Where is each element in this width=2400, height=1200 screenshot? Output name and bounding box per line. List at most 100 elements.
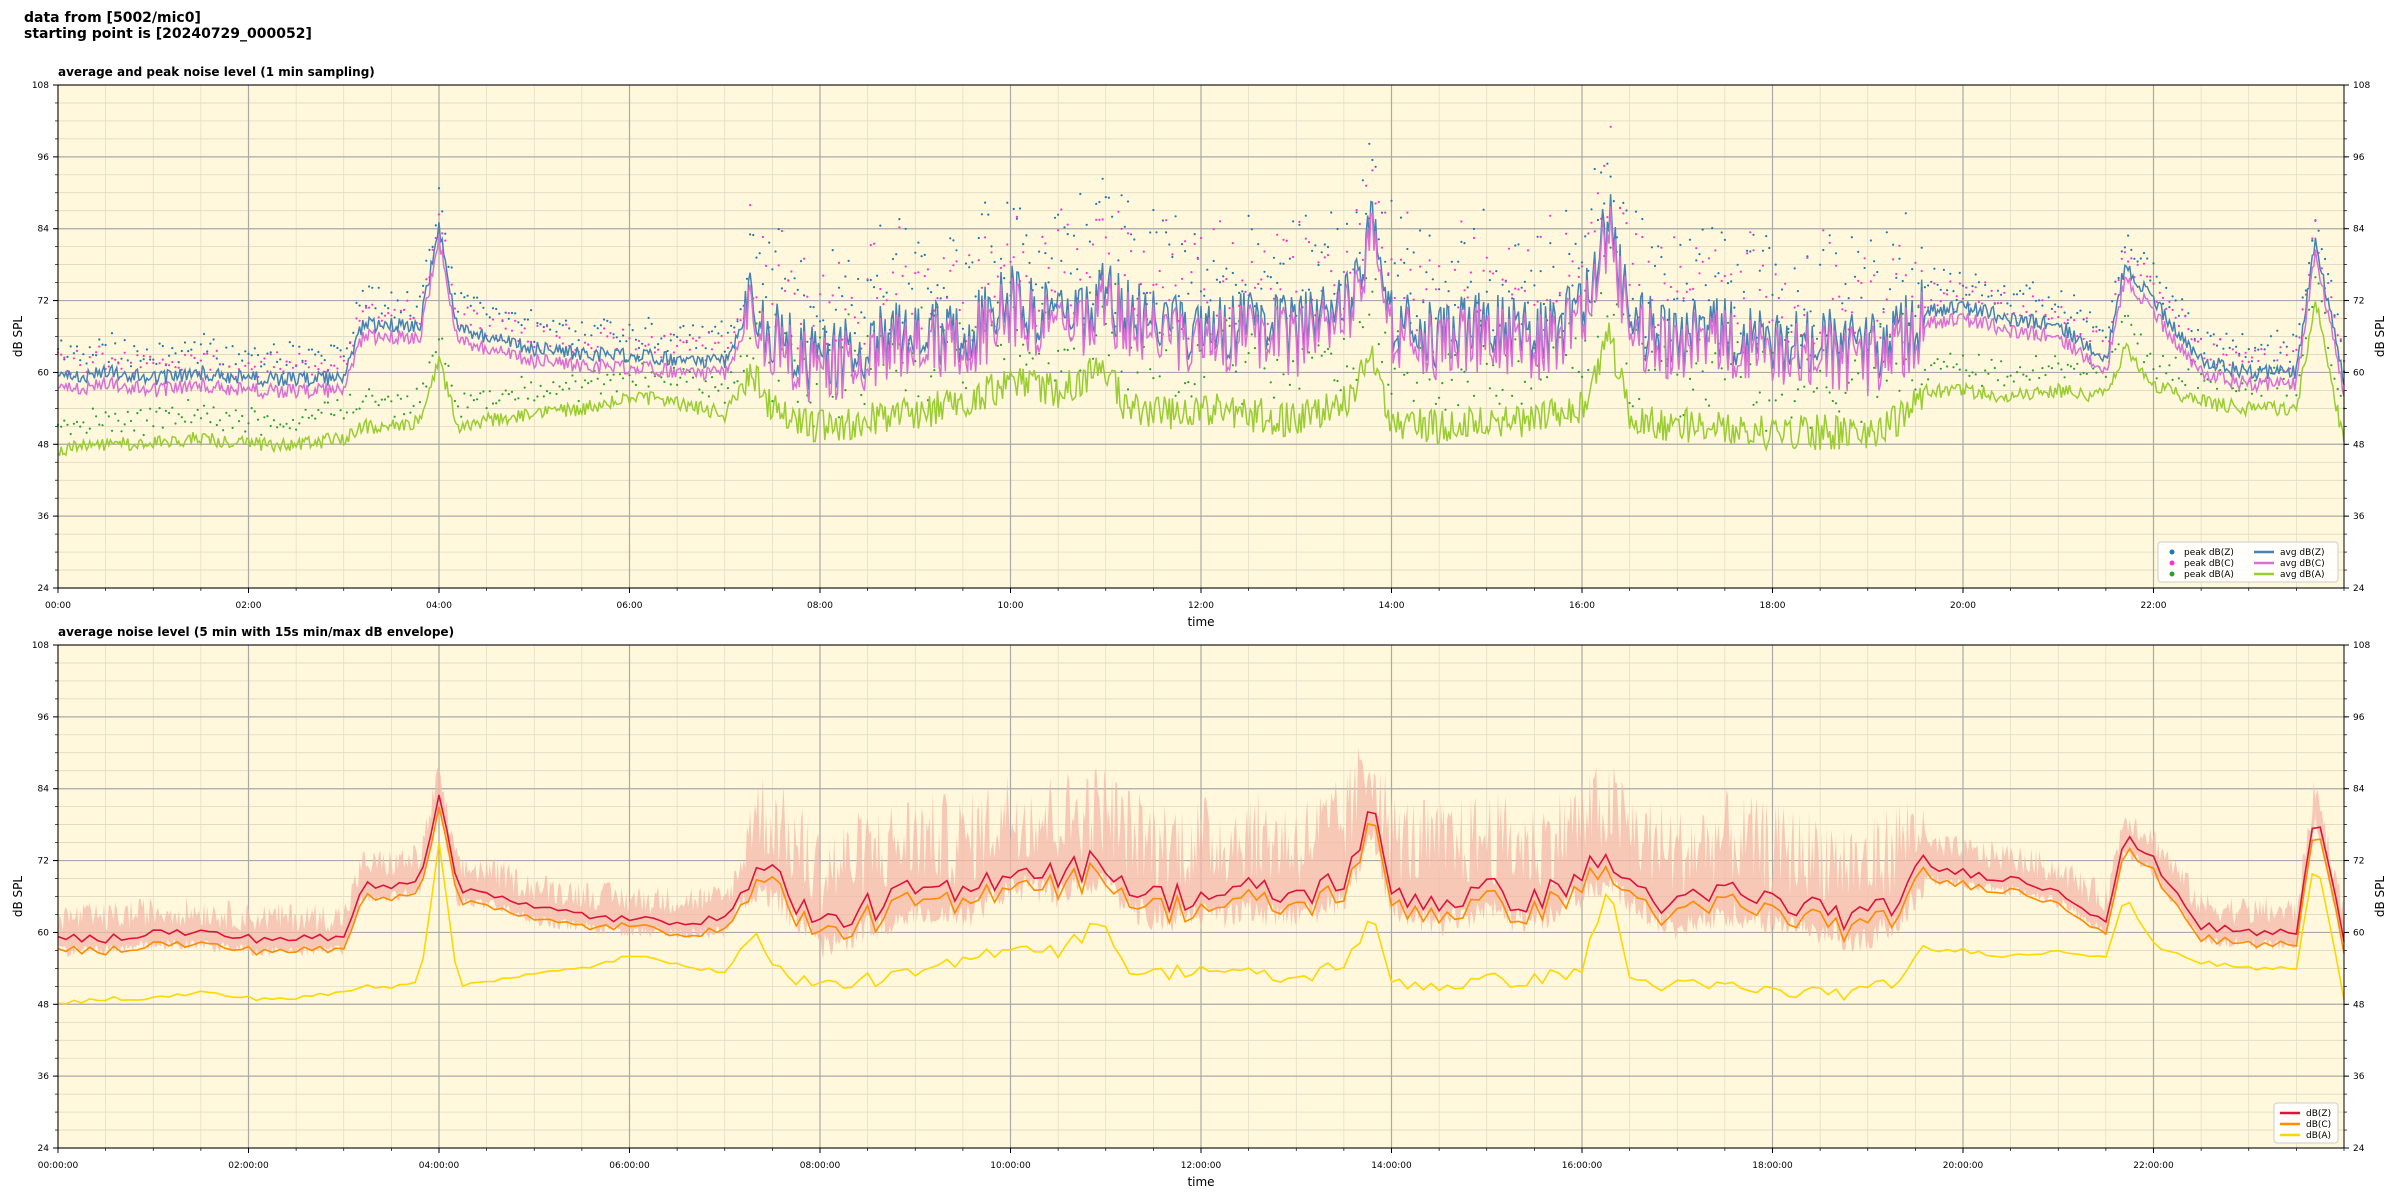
peak-point bbox=[2314, 276, 2317, 279]
peak-point bbox=[628, 323, 631, 326]
peak-point bbox=[174, 366, 177, 369]
peak-point bbox=[657, 343, 660, 346]
peak-point bbox=[606, 335, 609, 338]
peak-point bbox=[1333, 284, 1336, 287]
peak-point bbox=[377, 316, 380, 319]
peak-point bbox=[1107, 354, 1110, 357]
peak-point bbox=[241, 414, 244, 418]
peak-point bbox=[1069, 304, 1072, 307]
peak-point bbox=[1193, 383, 1196, 386]
peak-point bbox=[942, 286, 945, 290]
peak-point bbox=[1336, 227, 1339, 231]
peak-point bbox=[1066, 223, 1069, 226]
peak-point bbox=[1663, 273, 1666, 276]
peak-point bbox=[95, 354, 98, 357]
peak-point bbox=[1761, 249, 1765, 252]
peak-point bbox=[2279, 346, 2282, 349]
peak-point bbox=[1155, 302, 1158, 305]
peak-point bbox=[796, 347, 799, 350]
peak-point bbox=[114, 412, 117, 415]
y-tick-label-right: 96 bbox=[2353, 713, 2365, 723]
peak-point bbox=[460, 415, 463, 418]
peak-point bbox=[2184, 315, 2187, 318]
peak-point bbox=[1793, 400, 1796, 403]
peak-point bbox=[244, 350, 247, 353]
peak-point bbox=[1698, 253, 1701, 256]
peak-point bbox=[618, 340, 622, 343]
peak-point bbox=[2323, 311, 2327, 314]
peak-point bbox=[447, 364, 450, 367]
peak-point bbox=[2092, 367, 2095, 370]
peak-point bbox=[2047, 317, 2050, 321]
peak-point bbox=[707, 395, 711, 398]
peak-point bbox=[2079, 373, 2082, 376]
peak-point bbox=[212, 338, 215, 341]
peak-point bbox=[2130, 257, 2133, 260]
peak-point bbox=[1746, 249, 1749, 252]
peak-point bbox=[1466, 380, 1469, 383]
peak-point bbox=[1117, 210, 1120, 213]
peak-point bbox=[1761, 264, 1765, 267]
peak-point bbox=[437, 187, 441, 190]
peak-point bbox=[1612, 313, 1615, 316]
peak-point bbox=[1326, 245, 1330, 249]
peak-point bbox=[1961, 354, 1965, 357]
peak-point bbox=[2228, 363, 2231, 366]
peak-point bbox=[1047, 266, 1050, 269]
peak-point bbox=[2101, 339, 2104, 343]
peak-point bbox=[1091, 303, 1095, 306]
peak-point bbox=[2187, 368, 2190, 371]
peak-point bbox=[2212, 333, 2215, 336]
peak-point bbox=[891, 257, 895, 261]
peak-point bbox=[863, 342, 866, 345]
peak-point bbox=[206, 350, 209, 353]
peak-point bbox=[803, 257, 806, 260]
peak-point bbox=[1796, 388, 1799, 391]
peak-point bbox=[1625, 362, 1628, 365]
peak-point bbox=[1326, 347, 1330, 351]
peak-point bbox=[663, 334, 666, 337]
peak-point bbox=[1590, 208, 1593, 211]
peak-point bbox=[171, 360, 174, 364]
peak-point bbox=[1714, 275, 1717, 278]
peak-point bbox=[1682, 299, 1685, 302]
peak-point bbox=[358, 407, 361, 410]
peak-point bbox=[1320, 354, 1323, 357]
peak-point bbox=[177, 361, 180, 364]
peak-point bbox=[1012, 207, 1015, 211]
peak-point bbox=[1917, 306, 1920, 309]
peak-point bbox=[1679, 265, 1682, 268]
chart-title: average and peak noise level (1 min samp… bbox=[58, 65, 375, 79]
peak-point bbox=[1768, 321, 1771, 324]
peak-point bbox=[1457, 260, 1460, 263]
peak-point bbox=[1234, 283, 1237, 286]
peak-point bbox=[1342, 337, 1345, 340]
peak-point bbox=[504, 327, 507, 330]
peak-point bbox=[2085, 317, 2088, 320]
peak-point bbox=[739, 319, 742, 322]
peak-point bbox=[1542, 302, 1545, 306]
peak-point bbox=[2254, 346, 2257, 349]
peak-point bbox=[145, 348, 148, 351]
peak-point bbox=[1041, 286, 1044, 289]
x-tick-label: 00:00 bbox=[45, 601, 71, 611]
peak-point bbox=[209, 421, 212, 424]
peak-point bbox=[2082, 318, 2085, 321]
peak-point bbox=[1758, 269, 1761, 272]
peak-point bbox=[1993, 366, 1996, 370]
peak-point bbox=[1511, 394, 1514, 397]
peak-point bbox=[476, 296, 479, 299]
peak-point bbox=[1631, 405, 1634, 408]
peak-point bbox=[1330, 211, 1333, 214]
peak-point bbox=[117, 362, 120, 365]
peak-point bbox=[1133, 238, 1136, 241]
peak-point bbox=[1695, 362, 1698, 365]
peak-point bbox=[1606, 162, 1609, 165]
peak-point bbox=[1946, 289, 1949, 292]
peak-point bbox=[444, 239, 447, 242]
peak-point bbox=[818, 320, 822, 323]
peak-point bbox=[1707, 404, 1711, 407]
peak-point bbox=[488, 324, 491, 327]
legend-label: peak dB(A) bbox=[2184, 570, 2234, 580]
peak-point bbox=[1326, 254, 1330, 257]
